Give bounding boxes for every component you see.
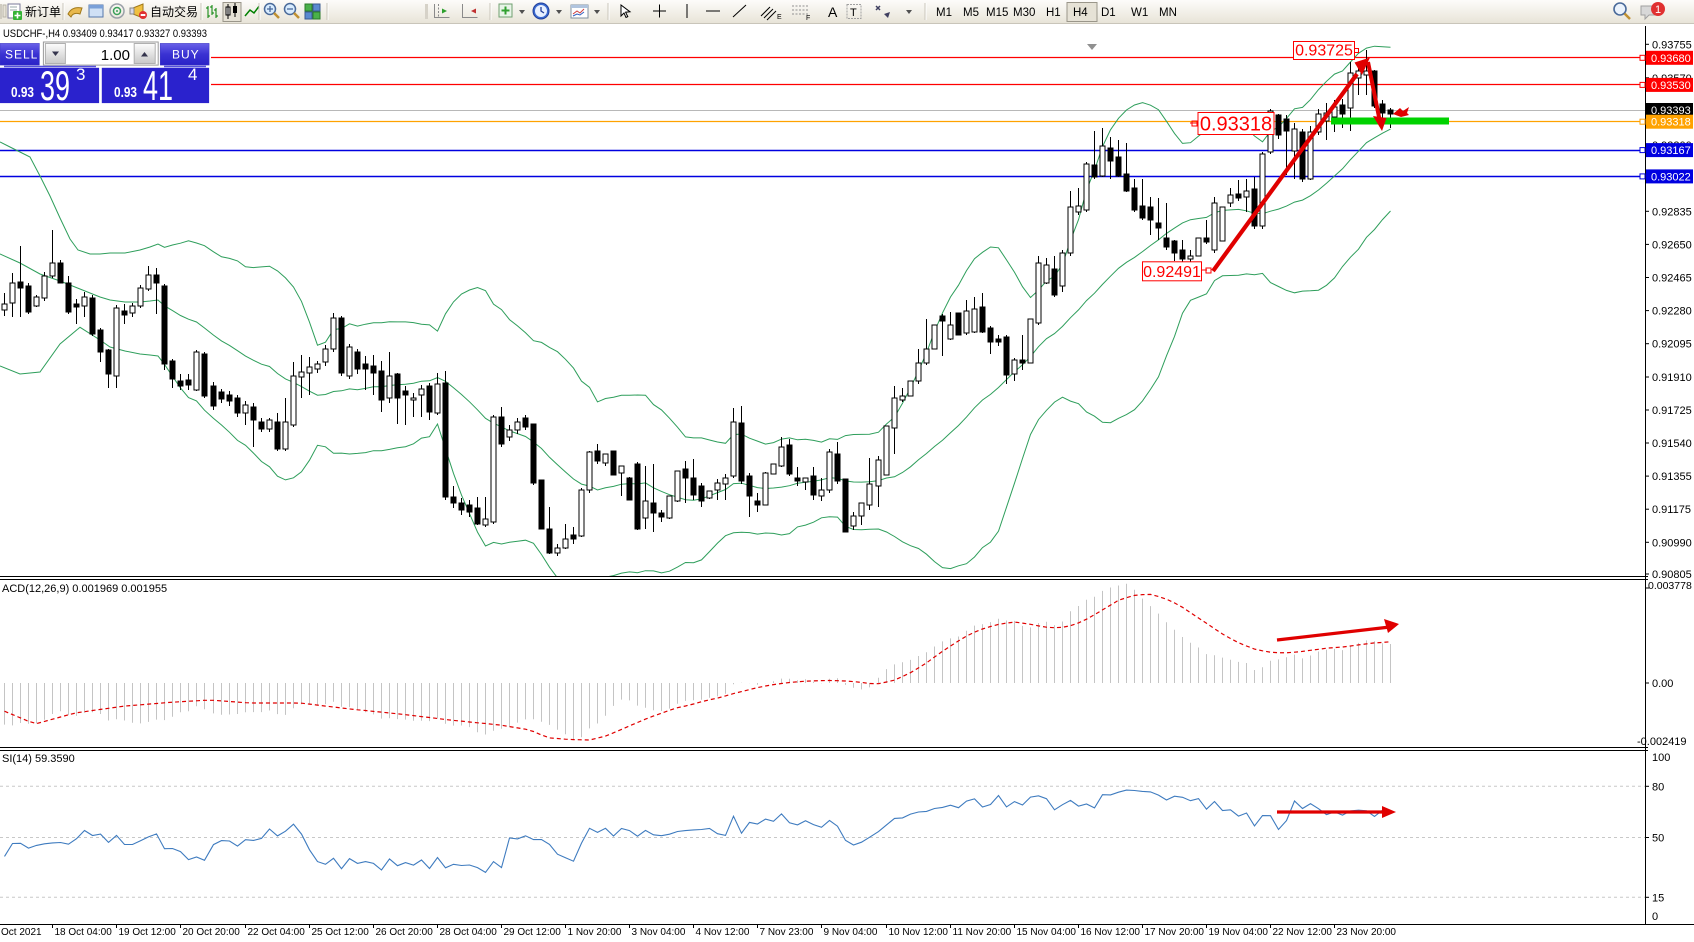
svg-text:80: 80 bbox=[1652, 781, 1664, 793]
svg-text:A: A bbox=[828, 4, 838, 20]
svg-text:11 Nov 20:00: 11 Nov 20:00 bbox=[953, 927, 1012, 938]
svg-text:0.92465: 0.92465 bbox=[1652, 273, 1692, 285]
svg-text:SELL: SELL bbox=[5, 48, 38, 62]
svg-text:0.93755: 0.93755 bbox=[1652, 39, 1692, 51]
svg-text:4 Nov 12:00: 4 Nov 12:00 bbox=[696, 927, 750, 938]
svg-text:15: 15 bbox=[1652, 892, 1664, 904]
svg-text:0.91175: 0.91175 bbox=[1652, 504, 1691, 516]
svg-text:0.91910: 0.91910 bbox=[1652, 372, 1692, 384]
svg-text:1: 1 bbox=[1655, 4, 1661, 16]
svg-text:0.91725: 0.91725 bbox=[1652, 405, 1692, 417]
svg-text:0.90805: 0.90805 bbox=[1652, 569, 1692, 581]
svg-text:10 Nov 12:00: 10 Nov 12:00 bbox=[889, 927, 949, 938]
svg-text:1 Nov 20:00: 1 Nov 20:00 bbox=[568, 927, 622, 938]
svg-text:18 Oct 04:00: 18 Oct 04:00 bbox=[55, 927, 113, 938]
svg-text:19 Oct 12:00: 19 Oct 12:00 bbox=[119, 927, 177, 938]
svg-text:50: 50 bbox=[1652, 833, 1664, 845]
svg-text:100: 100 bbox=[1652, 752, 1670, 764]
svg-text:ACD(12,26,9) 0.001969 0.001955: ACD(12,26,9) 0.001969 0.001955 bbox=[2, 583, 167, 595]
svg-text:19 Nov 04:00: 19 Nov 04:00 bbox=[1209, 927, 1269, 938]
svg-text:MN: MN bbox=[1159, 7, 1177, 19]
svg-text:0.93725: 0.93725 bbox=[1295, 43, 1353, 60]
svg-text:22 Nov 12:00: 22 Nov 12:00 bbox=[1273, 927, 1333, 938]
svg-text:23 Nov 20:00: 23 Nov 20:00 bbox=[1337, 927, 1397, 938]
svg-text:D1: D1 bbox=[1101, 7, 1116, 19]
svg-text:41: 41 bbox=[143, 62, 173, 109]
svg-text:39: 39 bbox=[40, 62, 70, 109]
svg-text:0.93: 0.93 bbox=[114, 85, 137, 101]
svg-text:0.90990: 0.90990 bbox=[1652, 537, 1692, 549]
svg-text:0.92650: 0.92650 bbox=[1652, 239, 1692, 251]
svg-text:M15: M15 bbox=[986, 7, 1008, 19]
svg-text:M1: M1 bbox=[936, 7, 952, 19]
svg-text:0.92095: 0.92095 bbox=[1652, 339, 1692, 351]
svg-text:20 Oct 20:00: 20 Oct 20:00 bbox=[183, 927, 241, 938]
svg-text:0.93: 0.93 bbox=[11, 85, 34, 101]
svg-text:M5: M5 bbox=[963, 7, 979, 19]
svg-text:F: F bbox=[806, 15, 810, 22]
svg-text:H4: H4 bbox=[1073, 7, 1088, 19]
svg-text:25 Oct 12:00: 25 Oct 12:00 bbox=[312, 927, 370, 938]
svg-text:0.93530: 0.93530 bbox=[1651, 80, 1691, 92]
svg-text:自动交易: 自动交易 bbox=[150, 4, 198, 19]
svg-text:0.93680: 0.93680 bbox=[1651, 53, 1691, 65]
svg-text:0.003778: 0.003778 bbox=[1648, 580, 1692, 592]
svg-text:9 Nov 04:00: 9 Nov 04:00 bbox=[824, 927, 878, 938]
svg-text:16 Nov 12:00: 16 Nov 12:00 bbox=[1081, 927, 1141, 938]
svg-text:-0.002419: -0.002419 bbox=[1637, 736, 1687, 748]
svg-text:0.91540: 0.91540 bbox=[1652, 438, 1692, 450]
svg-text:Oct 2021: Oct 2021 bbox=[1, 927, 42, 938]
svg-text:H1: H1 bbox=[1046, 7, 1061, 19]
svg-text:3 Nov 04:00: 3 Nov 04:00 bbox=[632, 927, 686, 938]
svg-text:0.92280: 0.92280 bbox=[1652, 306, 1692, 318]
svg-text:0.92835: 0.92835 bbox=[1652, 206, 1692, 218]
svg-text:W1: W1 bbox=[1131, 7, 1148, 19]
svg-text:0.93393: 0.93393 bbox=[1651, 105, 1691, 117]
svg-text:0.93022: 0.93022 bbox=[1651, 171, 1691, 183]
svg-text:0.93318: 0.93318 bbox=[1651, 117, 1691, 129]
svg-text:0.93167: 0.93167 bbox=[1651, 145, 1691, 157]
svg-text:29 Oct 12:00: 29 Oct 12:00 bbox=[504, 927, 562, 938]
svg-text:28 Oct 04:00: 28 Oct 04:00 bbox=[440, 927, 498, 938]
svg-text:新订单: 新订单 bbox=[25, 4, 61, 19]
svg-text:M30: M30 bbox=[1013, 7, 1035, 19]
svg-text:1.00: 1.00 bbox=[101, 47, 130, 64]
svg-text:17 Nov 20:00: 17 Nov 20:00 bbox=[1145, 927, 1205, 938]
svg-text:USDCHF-,H4 0.93409 0.93417 0.: USDCHF-,H4 0.93409 0.93417 0.93327 0.933… bbox=[3, 28, 207, 40]
svg-text:3: 3 bbox=[76, 65, 85, 84]
svg-text:BUY: BUY bbox=[172, 48, 200, 62]
svg-text:4: 4 bbox=[188, 65, 197, 84]
svg-text:0.91355: 0.91355 bbox=[1652, 471, 1692, 483]
svg-text:15 Nov 04:00: 15 Nov 04:00 bbox=[1017, 927, 1077, 938]
svg-text:E: E bbox=[777, 14, 782, 21]
svg-text:7 Nov 23:00: 7 Nov 23:00 bbox=[760, 927, 814, 938]
svg-text:22 Oct 04:00: 22 Oct 04:00 bbox=[248, 927, 306, 938]
svg-text:T: T bbox=[850, 7, 857, 19]
svg-text:0: 0 bbox=[1652, 911, 1658, 923]
svg-text:0.93318: 0.93318 bbox=[1200, 114, 1272, 136]
svg-text:26 Oct 20:00: 26 Oct 20:00 bbox=[376, 927, 434, 938]
svg-text:0.00: 0.00 bbox=[1652, 678, 1673, 690]
svg-text:0.92491: 0.92491 bbox=[1143, 264, 1201, 281]
svg-text:SI(14) 59.3590: SI(14) 59.3590 bbox=[2, 753, 75, 765]
